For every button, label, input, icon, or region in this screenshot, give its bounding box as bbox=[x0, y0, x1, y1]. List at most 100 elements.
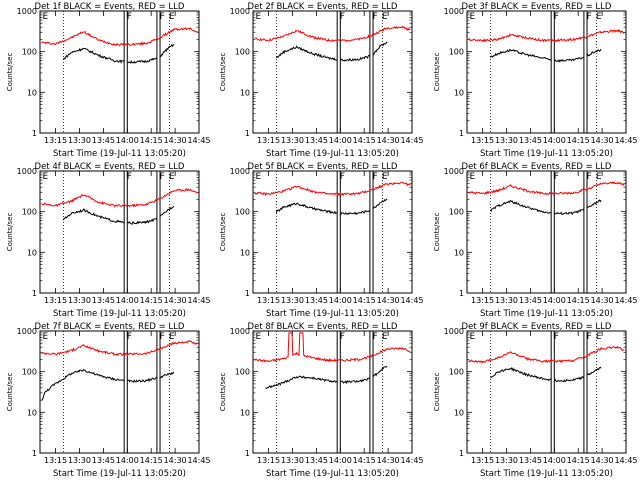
x-tick-label: 14:45 bbox=[614, 296, 637, 305]
x-tick-label: 13:15 bbox=[471, 136, 494, 145]
flag-marker-F: F bbox=[554, 12, 559, 22]
y-axis-label: Counts/sec bbox=[219, 53, 227, 92]
x-tick-label: 13:15 bbox=[471, 296, 494, 305]
x-tick-label: 14:00 bbox=[116, 296, 139, 305]
chart-title: Det 2f BLACK = Events, RED = LLD bbox=[248, 2, 398, 12]
y-tick-label: 1 bbox=[459, 289, 464, 298]
x-tick-label: 14:45 bbox=[400, 136, 423, 145]
x-tick-label: 13:15 bbox=[257, 456, 280, 465]
x-axis-label: Start Time (19-Jul-11 13:05:20) bbox=[53, 469, 186, 479]
x-tick-label: 13:30 bbox=[495, 456, 518, 465]
chart-title: Det 5f BLACK = Events, RED = LLD bbox=[248, 162, 398, 172]
chart-panel-6: Det 6f BLACK = Events, RED = LLD Counts/s… bbox=[433, 162, 638, 319]
x-tick-label: 14:15 bbox=[353, 456, 376, 465]
x-tick-label: 13:45 bbox=[92, 456, 115, 465]
x-axis-label: Start Time (19-Jul-11 13:05:20) bbox=[266, 469, 399, 479]
y-tick-label: 100 bbox=[235, 368, 250, 377]
x-tick-label: 14:30 bbox=[591, 296, 614, 305]
x-tick-label: 13:15 bbox=[44, 136, 67, 145]
events-rate-series bbox=[489, 48, 602, 63]
flag-marker-E: E bbox=[596, 12, 602, 22]
events-rate-series bbox=[489, 199, 602, 216]
lld-rate-series bbox=[254, 332, 411, 363]
y-tick-label: 1 bbox=[459, 129, 464, 138]
flag-marker-E: E bbox=[43, 332, 49, 342]
flag-marker-E: E bbox=[382, 172, 388, 182]
x-tick-label: 14:45 bbox=[187, 136, 210, 145]
lld-rate-series bbox=[41, 27, 198, 47]
flag-marker-E: E bbox=[596, 172, 602, 182]
flag-marker-F: F bbox=[340, 172, 345, 182]
x-tick-label: 13:45 bbox=[519, 296, 542, 305]
x-tick-label: 13:30 bbox=[281, 296, 304, 305]
events-rate-series bbox=[490, 366, 602, 383]
x-tick-label: 13:30 bbox=[495, 296, 518, 305]
y-tick-label: 10 bbox=[454, 408, 464, 417]
x-tick-label: 14:45 bbox=[187, 296, 210, 305]
plot-frame bbox=[252, 330, 413, 454]
lld-rate-series bbox=[468, 28, 625, 43]
y-tick-label: 10 bbox=[454, 248, 464, 257]
chart-panel-9: Det 9f BLACK = Events, RED = LLD Counts/s… bbox=[433, 322, 638, 479]
x-tick-label: 14:30 bbox=[164, 296, 187, 305]
flag-marker-E: E bbox=[256, 332, 262, 342]
flag-marker-E: E bbox=[470, 332, 476, 342]
chart-title: Det 6f BLACK = Events, RED = LLD bbox=[462, 162, 612, 172]
x-tick-label: 14:30 bbox=[377, 456, 400, 465]
chart-panel-1: Det 1f BLACK = Events, RED = LLD Counts/s… bbox=[6, 2, 211, 159]
lld-rate-series bbox=[468, 181, 625, 196]
y-tick-label: 10 bbox=[240, 248, 250, 257]
x-tick-label: 13:45 bbox=[519, 456, 542, 465]
y-tick-label: 10 bbox=[454, 88, 464, 97]
x-tick-label: 13:45 bbox=[305, 136, 328, 145]
chart-title: Det 4f BLACK = Events, RED = LLD bbox=[35, 162, 185, 172]
chart-title: Det 9f BLACK = Events, RED = LLD bbox=[462, 322, 612, 332]
plot-frame bbox=[252, 170, 413, 294]
plot-frame bbox=[252, 10, 413, 134]
lld-rate-series bbox=[254, 181, 411, 197]
y-axis-label: Counts/sec bbox=[6, 53, 14, 92]
x-axis-label: Start Time (19-Jul-11 13:05:20) bbox=[480, 309, 613, 319]
x-tick-label: 14:30 bbox=[377, 136, 400, 145]
y-tick-label: 10 bbox=[27, 408, 37, 417]
y-tick-label: 1 bbox=[245, 449, 250, 458]
y-tick-label: 10 bbox=[240, 88, 250, 97]
flag-marker-F: F bbox=[127, 172, 132, 182]
lld-rate-series bbox=[41, 339, 198, 357]
x-tick-label: 14:15 bbox=[140, 296, 163, 305]
chart-title: Det 3f BLACK = Events, RED = LLD bbox=[462, 2, 612, 12]
x-axis-label: Start Time (19-Jul-11 13:05:20) bbox=[266, 309, 399, 319]
flag-marker-F: F bbox=[159, 12, 164, 22]
x-tick-label: 14:15 bbox=[567, 456, 590, 465]
y-tick-label: 100 bbox=[449, 48, 464, 57]
flag-marker-E: E bbox=[256, 12, 262, 22]
y-tick-label: 1 bbox=[459, 449, 464, 458]
y-tick-label: 1 bbox=[245, 289, 250, 298]
events-rate-series bbox=[63, 44, 175, 64]
y-tick-label: 10 bbox=[27, 88, 37, 97]
x-tick-label: 14:30 bbox=[591, 456, 614, 465]
y-tick-label: 1000 bbox=[444, 7, 464, 16]
y-tick-label: 1000 bbox=[17, 7, 37, 16]
chart-panel-4: Det 4f BLACK = Events, RED = LLD Counts/s… bbox=[6, 162, 211, 319]
y-tick-label: 1 bbox=[32, 289, 37, 298]
x-tick-label: 14:45 bbox=[614, 456, 637, 465]
flag-marker-F: F bbox=[372, 332, 377, 342]
flag-marker-E: E bbox=[596, 332, 602, 342]
lld-rate-series bbox=[468, 345, 625, 364]
x-tick-label: 13:45 bbox=[92, 296, 115, 305]
x-tick-label: 13:45 bbox=[305, 456, 328, 465]
flag-marker-F: F bbox=[554, 332, 559, 342]
flag-marker-E: E bbox=[256, 172, 262, 182]
x-tick-label: 14:15 bbox=[353, 136, 376, 145]
x-tick-label: 13:15 bbox=[257, 296, 280, 305]
x-tick-label: 14:00 bbox=[329, 296, 352, 305]
plot-frame bbox=[39, 330, 200, 454]
flag-marker-F: F bbox=[586, 172, 591, 182]
x-tick-label: 14:30 bbox=[164, 456, 187, 465]
x-tick-label: 14:30 bbox=[377, 296, 400, 305]
x-tick-label: 14:30 bbox=[164, 136, 187, 145]
x-tick-label: 13:30 bbox=[68, 456, 91, 465]
y-axis-label: Counts/sec bbox=[6, 213, 14, 252]
